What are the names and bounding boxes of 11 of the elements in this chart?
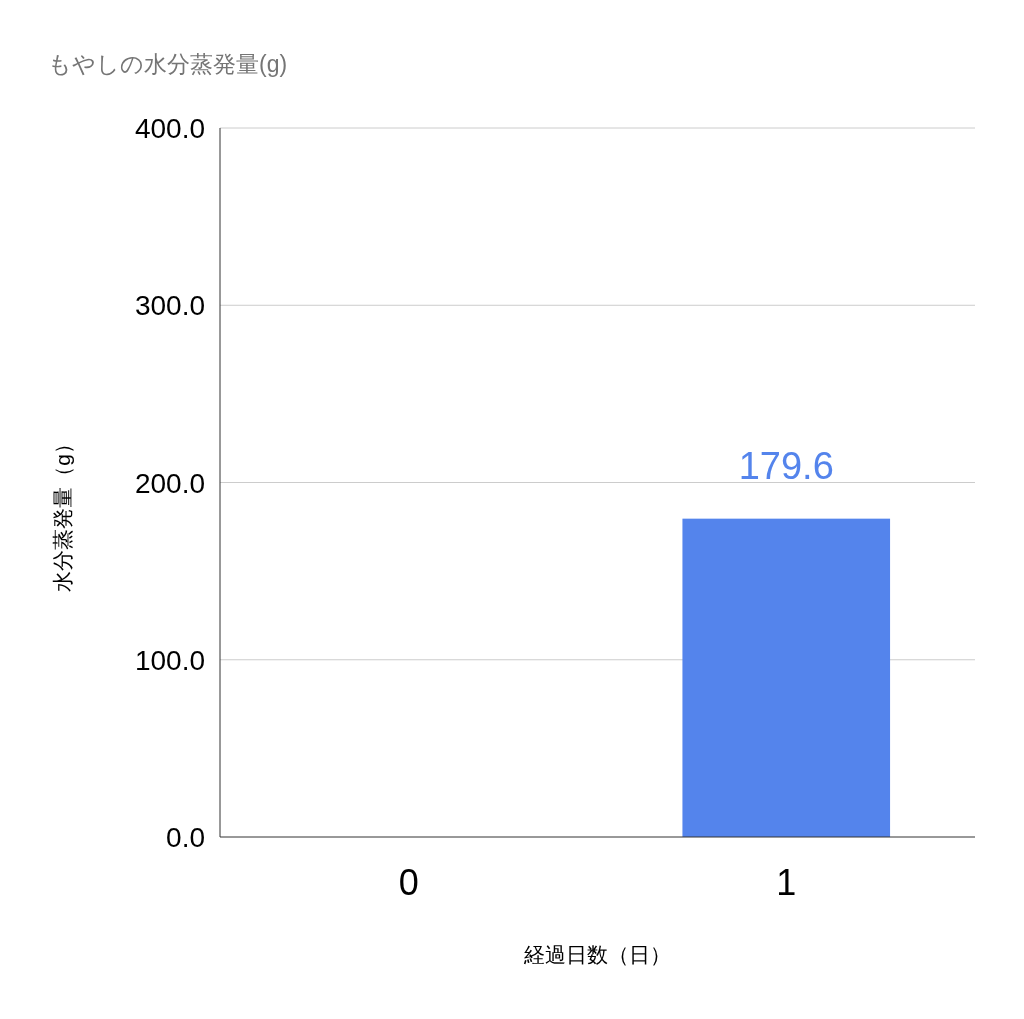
chart-title: もやしの水分蒸発量(g)	[48, 51, 288, 77]
x-tick-label: 0	[398, 862, 419, 903]
y-tick-label: 200.0	[134, 467, 205, 499]
x-axis-title: 経過日数（日）	[522, 943, 671, 966]
y-tick-label: 400.0	[134, 113, 205, 144]
y-axis-title: 水分蒸発量（g）	[51, 433, 74, 592]
data-label: 179.6	[738, 444, 834, 487]
x-tick-label: 1	[776, 862, 797, 903]
y-tick-label: 0.0	[166, 822, 205, 853]
y-tick-label: 300.0	[134, 290, 205, 322]
y-tick-label: 100.0	[134, 644, 205, 676]
